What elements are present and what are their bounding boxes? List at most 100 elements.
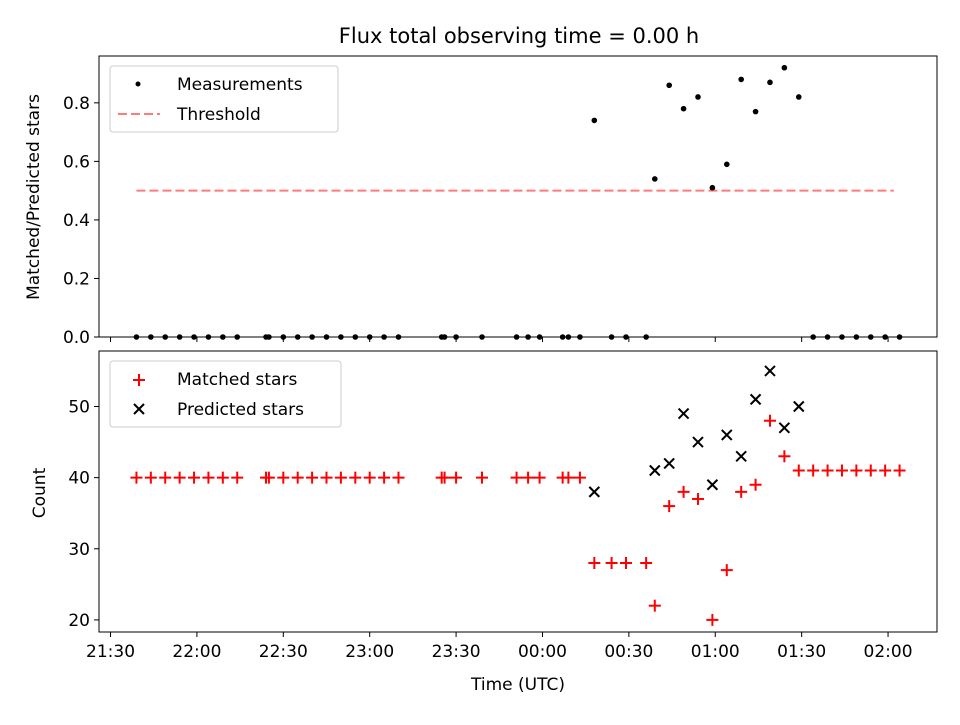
- measurement-point: [767, 79, 773, 86]
- chart-title: Flux total observing time = 0.00 h: [339, 24, 699, 48]
- matched-star-point: [640, 556, 653, 569]
- measurement-point: [752, 108, 759, 115]
- matched-star-point: [691, 492, 704, 505]
- matched-star-point: [277, 471, 290, 484]
- matched-star-point: [677, 485, 690, 498]
- measurement-point: [591, 117, 598, 124]
- matched-star-point: [648, 599, 661, 612]
- count-panel: 20 30 40 50 21:30 22:00 22:30 23:00 23:30 00:00 0…: [30, 350, 938, 695]
- predicted-star-point: [793, 400, 805, 413]
- count-axes-frame: [98, 350, 938, 633]
- matched-star-point: [392, 471, 405, 484]
- count-legend-box: [109, 360, 342, 428]
- count-y-tick-label: 50: [68, 397, 90, 417]
- matched-star-point: [864, 464, 877, 477]
- count-y-tick-label: 20: [68, 611, 90, 631]
- predicted-star-point: [677, 407, 690, 420]
- matched-star-point: [735, 485, 748, 498]
- ratio-y-tick-label: 0.4: [63, 211, 90, 231]
- legend-predicted: Predicted stars: [177, 400, 304, 420]
- x-tick-label: 00:00: [518, 642, 567, 662]
- predicted-star-point: [706, 479, 719, 491]
- matched-star-point: [320, 471, 333, 484]
- predicted-star-point: [588, 486, 601, 498]
- matched-star-point: [619, 556, 632, 569]
- count-markers-layer: [130, 365, 906, 626]
- measurement-point: [666, 82, 672, 89]
- ratio-y-tick-label: 0.6: [63, 152, 90, 172]
- matched-star-point: [363, 471, 376, 484]
- legend-threshold: Threshold: [176, 105, 261, 125]
- x-tick-label: 00:30: [604, 642, 653, 662]
- legend-matched: Matched stars: [177, 370, 297, 390]
- matched-star-point: [476, 471, 489, 484]
- predicted-star-point: [649, 464, 661, 477]
- count-legend: Matched stars Predicted stars: [109, 360, 342, 428]
- matched-star-point: [850, 464, 863, 477]
- matched-star-point: [720, 564, 733, 577]
- measurement-point: [723, 161, 730, 168]
- measurement-point: [651, 176, 658, 182]
- ratio-y-tick-label: 0.8: [63, 94, 90, 114]
- ratio-y-axis-label: Matched/Predicted stars: [24, 94, 44, 300]
- x-tick-label: 22:30: [259, 642, 308, 662]
- matched-star-point: [291, 471, 304, 484]
- matched-star-point: [173, 471, 186, 484]
- predicted-star-point: [663, 457, 675, 470]
- matched-star-point: [763, 414, 776, 427]
- ratio-axes-frame: [98, 55, 938, 338]
- matched-star-point: [605, 556, 618, 569]
- ratio-x-ticks: [110, 337, 889, 342]
- matched-star-point: [792, 464, 805, 477]
- matched-star-point: [663, 500, 676, 513]
- matched-star-point: [893, 464, 906, 477]
- matched-star-point: [588, 556, 601, 569]
- predicted-star-point: [764, 365, 776, 377]
- ratio-y-ticks: 0.0 0.2 0.4 0.6 0.8: [63, 94, 99, 348]
- x-tick-label: 02:00: [864, 642, 913, 662]
- matched-star-point: [879, 464, 892, 477]
- matched-star-point: [450, 471, 463, 484]
- predicted-star-point: [778, 422, 791, 434]
- measurement-point: [680, 105, 687, 112]
- ratio-legend-box: [109, 65, 339, 133]
- x-tick-label: 23:30: [432, 642, 481, 662]
- matched-star-point: [188, 471, 201, 484]
- matched-star-point: [562, 471, 575, 484]
- matched-star-point: [573, 471, 586, 484]
- ratio-panel: 0.00.20.40.60.8 Matched/Predicted stars …: [24, 55, 938, 348]
- matched-star-point: [510, 471, 523, 484]
- predicted-star-point: [721, 429, 733, 441]
- count-x-ticks: 21:30 22:00 22:30 23:00 23:30 00:00 00:30 01:00…: [86, 632, 913, 662]
- matched-star-point: [749, 478, 762, 491]
- count-y-tick-label: 30: [68, 540, 90, 560]
- matched-star-point: [144, 471, 157, 484]
- x-tick-label: 21:30: [86, 642, 135, 662]
- predicted-legend-marker: [133, 403, 145, 415]
- predicted-star-point: [735, 450, 747, 462]
- measurement-point: [695, 94, 701, 100]
- predicted-star-point: [692, 436, 704, 448]
- count-y-ticks: 20 30 40 50: [68, 397, 99, 631]
- matched-star-point: [231, 471, 244, 484]
- matched-star-point: [349, 471, 362, 484]
- matched-star-point: [706, 613, 719, 626]
- x-tick-label: 01:30: [777, 642, 826, 662]
- matched-star-point: [438, 471, 451, 484]
- ratio-y-tick-label: 0.2: [63, 269, 90, 289]
- matched-star-point: [159, 471, 172, 484]
- predicted-star-point: [749, 393, 762, 406]
- matched-star-point: [334, 471, 347, 484]
- matched-star-point: [778, 450, 791, 463]
- measurement-point: [781, 64, 788, 71]
- matched-star-point: [306, 471, 319, 484]
- measurement-point: [738, 76, 744, 83]
- matched-star-point: [130, 471, 143, 484]
- matched-star-point: [821, 464, 834, 477]
- matched-star-point: [807, 464, 820, 477]
- matched-star-point: [262, 471, 275, 484]
- matched-star-point: [202, 471, 215, 484]
- count-y-tick-label: 40: [68, 469, 90, 489]
- matched-star-point: [533, 471, 546, 484]
